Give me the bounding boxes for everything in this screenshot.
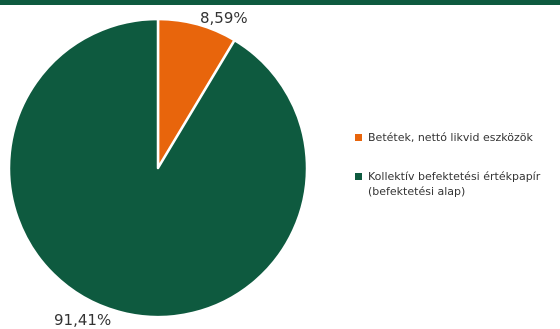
pie-slice-1 [7, 17, 309, 319]
top-accent-bar [0, 0, 560, 5]
data-label-kollektiv: 91,41% [54, 311, 112, 329]
data-label-betetek: 8,59% [200, 9, 248, 27]
legend-item-kollektiv: Kollektív befektetési értékpapír (befekt… [355, 169, 540, 199]
legend-label-betetek: Betétek, nettó likvid eszközök [368, 131, 533, 144]
legend-swatch-kollektiv [355, 173, 362, 180]
legend-swatch-betetek [355, 134, 362, 141]
pie-slices [7, 17, 309, 319]
chart-legend: Betétek, nettó likvid eszközök Kollektív… [355, 130, 540, 223]
legend-item-betetek: Betétek, nettó likvid eszközök [355, 130, 540, 145]
legend-label-kollektiv: Kollektív befektetési értékpapír (befekt… [368, 170, 541, 198]
